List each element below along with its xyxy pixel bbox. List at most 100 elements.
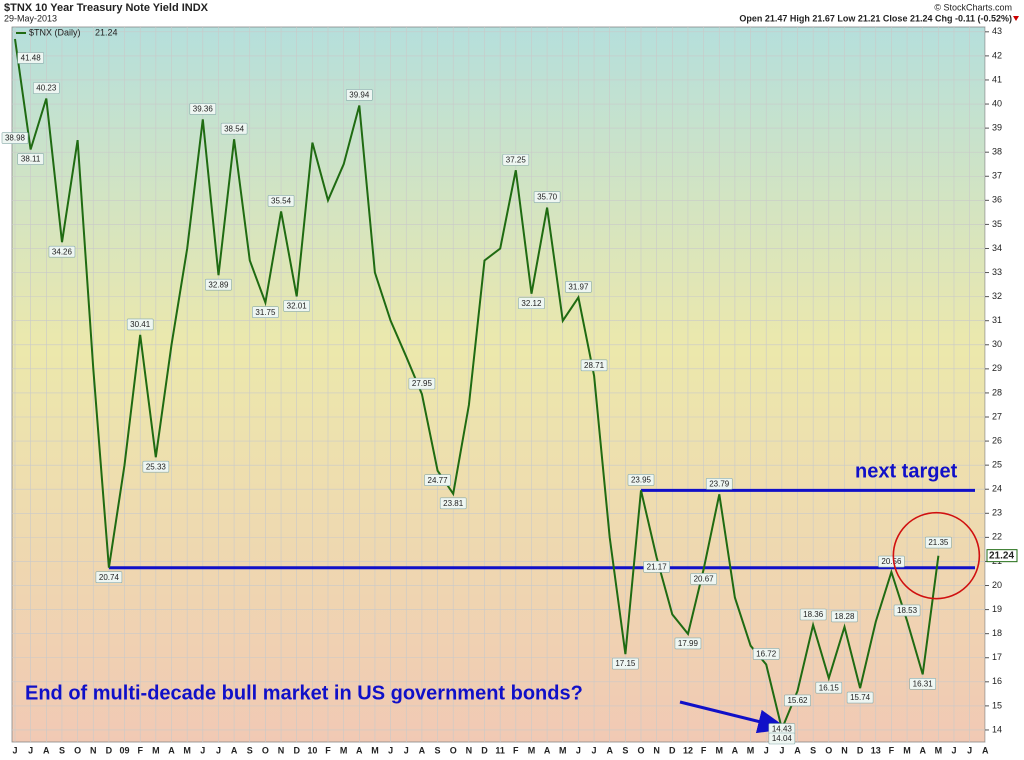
note: End of multi-decade bull market in US go… <box>25 682 583 704</box>
legend-label: $TNX (Daily) <box>29 27 81 37</box>
annotation-label: 23.81 <box>443 499 464 508</box>
annotation-box <box>283 300 311 312</box>
annotation-label: 20.56 <box>881 557 902 566</box>
note-arrow <box>679 700 788 734</box>
x-tick-label: N <box>90 745 97 755</box>
x-tick-label: M <box>559 745 567 755</box>
annotation-label: 17.15 <box>615 659 636 668</box>
y-tick-label: 23 <box>992 508 1002 518</box>
annotation-label: 18.36 <box>803 610 824 619</box>
annotation-box <box>580 359 608 372</box>
y-tick-label: 24 <box>992 484 1002 494</box>
annotation-box <box>831 610 858 623</box>
x-tick-label: J <box>967 745 972 755</box>
annotation-label: 28.71 <box>584 361 605 370</box>
annotation-label: 18.53 <box>897 606 918 615</box>
annotation-label: 31.75 <box>255 308 276 317</box>
x-tick-label: M <box>935 745 943 755</box>
y-tick-label: 31 <box>992 315 1002 325</box>
y-tick-label: 22 <box>992 532 1002 542</box>
y-tick-label: 15 <box>992 700 1002 710</box>
y-tick-label: 25 <box>992 460 1002 470</box>
annotation-box <box>267 195 295 207</box>
x-tick-label: A <box>982 745 989 755</box>
annotation-label: 24.77 <box>428 476 449 485</box>
plot-area <box>11 26 986 743</box>
annotation-box <box>784 694 811 707</box>
annotation-box <box>142 460 170 473</box>
annotation-label: 38.54 <box>224 124 245 133</box>
x-tick-label: M <box>716 745 724 755</box>
y-tick-label: 16 <box>992 676 1002 686</box>
annotation-label: 14.04 <box>772 734 793 743</box>
price-line <box>14 38 940 733</box>
x-tick-label: J <box>28 745 33 755</box>
annotation-box <box>252 306 279 318</box>
x-tick-label: M <box>183 745 191 755</box>
x-tick-label: J <box>779 745 784 755</box>
annotation-label: 14.43 <box>772 725 793 734</box>
x-tick-label: F <box>701 745 707 755</box>
annotation-box <box>439 497 467 510</box>
annotation-box <box>95 571 123 584</box>
annotation-box <box>189 103 217 115</box>
x-tick-label: M <box>340 745 348 755</box>
x-tick-label: 09 <box>120 745 130 755</box>
annotation-box <box>643 561 670 573</box>
annotation-box <box>518 297 545 310</box>
x-tick-label: O <box>262 745 269 755</box>
annotation-label: 35.70 <box>537 193 558 202</box>
annotation-label: 17.99 <box>678 639 699 648</box>
x-tick-label: S <box>247 745 253 755</box>
annotation-label: 38.11 <box>21 155 41 164</box>
annotation-box <box>674 637 702 650</box>
annotation-label: 21.35 <box>928 538 949 547</box>
y-tick-label: 26 <box>992 435 1002 445</box>
annotation-label: 23.79 <box>709 479 730 488</box>
annotation-label: 32.01 <box>287 301 308 310</box>
annotation-label: 30.41 <box>130 320 151 329</box>
source: © StockCharts.com <box>934 2 1012 12</box>
x-tick-label: A <box>794 745 801 755</box>
y-tick-label: 30 <box>992 339 1002 349</box>
y-tick-label: 18 <box>992 628 1002 638</box>
x-tick-label: N <box>841 745 848 755</box>
annotation-box <box>32 82 60 94</box>
x-tick-label: 13 <box>871 745 881 755</box>
annotation-box <box>799 608 827 621</box>
annotation-box <box>690 573 717 585</box>
x-tick-label: M <box>152 745 160 755</box>
x-tick-label: N <box>466 745 473 755</box>
annotation-box <box>48 245 76 258</box>
x-tick-label: S <box>435 745 441 755</box>
annotation-label: 35.54 <box>271 197 292 206</box>
annotation-box <box>126 318 154 331</box>
annotation-label: 38.98 <box>5 134 26 143</box>
y-tick-label: 40 <box>992 98 1002 108</box>
x-tick-label: 10 <box>307 745 317 755</box>
x-tick-label: M <box>528 745 536 755</box>
x-tick-label: N <box>653 745 660 755</box>
y-tick-label: 28 <box>992 387 1002 397</box>
x-tick-label: J <box>764 745 769 755</box>
y-tick-label: 34 <box>992 243 1002 253</box>
x-tick-label: F <box>137 745 143 755</box>
x-tick-label: D <box>481 745 488 755</box>
annotation-box <box>878 555 905 568</box>
x-tick-label: O <box>637 745 644 755</box>
chart-date: 29-May-2013 <box>4 13 57 23</box>
annotation-box <box>220 122 248 135</box>
annotation-label: 40.23 <box>36 84 57 93</box>
x-tick-label: J <box>951 745 956 755</box>
annotation-box <box>345 89 373 101</box>
y-tick-label: 20 <box>992 580 1002 590</box>
y-tick-label: 38 <box>992 147 1002 157</box>
x-tick-label: S <box>810 745 816 755</box>
x-tick-label: J <box>388 745 393 755</box>
annotation-box <box>408 377 436 390</box>
x-tick-label: A <box>544 745 551 755</box>
annotation-box <box>768 732 796 745</box>
x-tick-label: D <box>669 745 676 755</box>
annotation-label: 15.74 <box>850 693 871 702</box>
